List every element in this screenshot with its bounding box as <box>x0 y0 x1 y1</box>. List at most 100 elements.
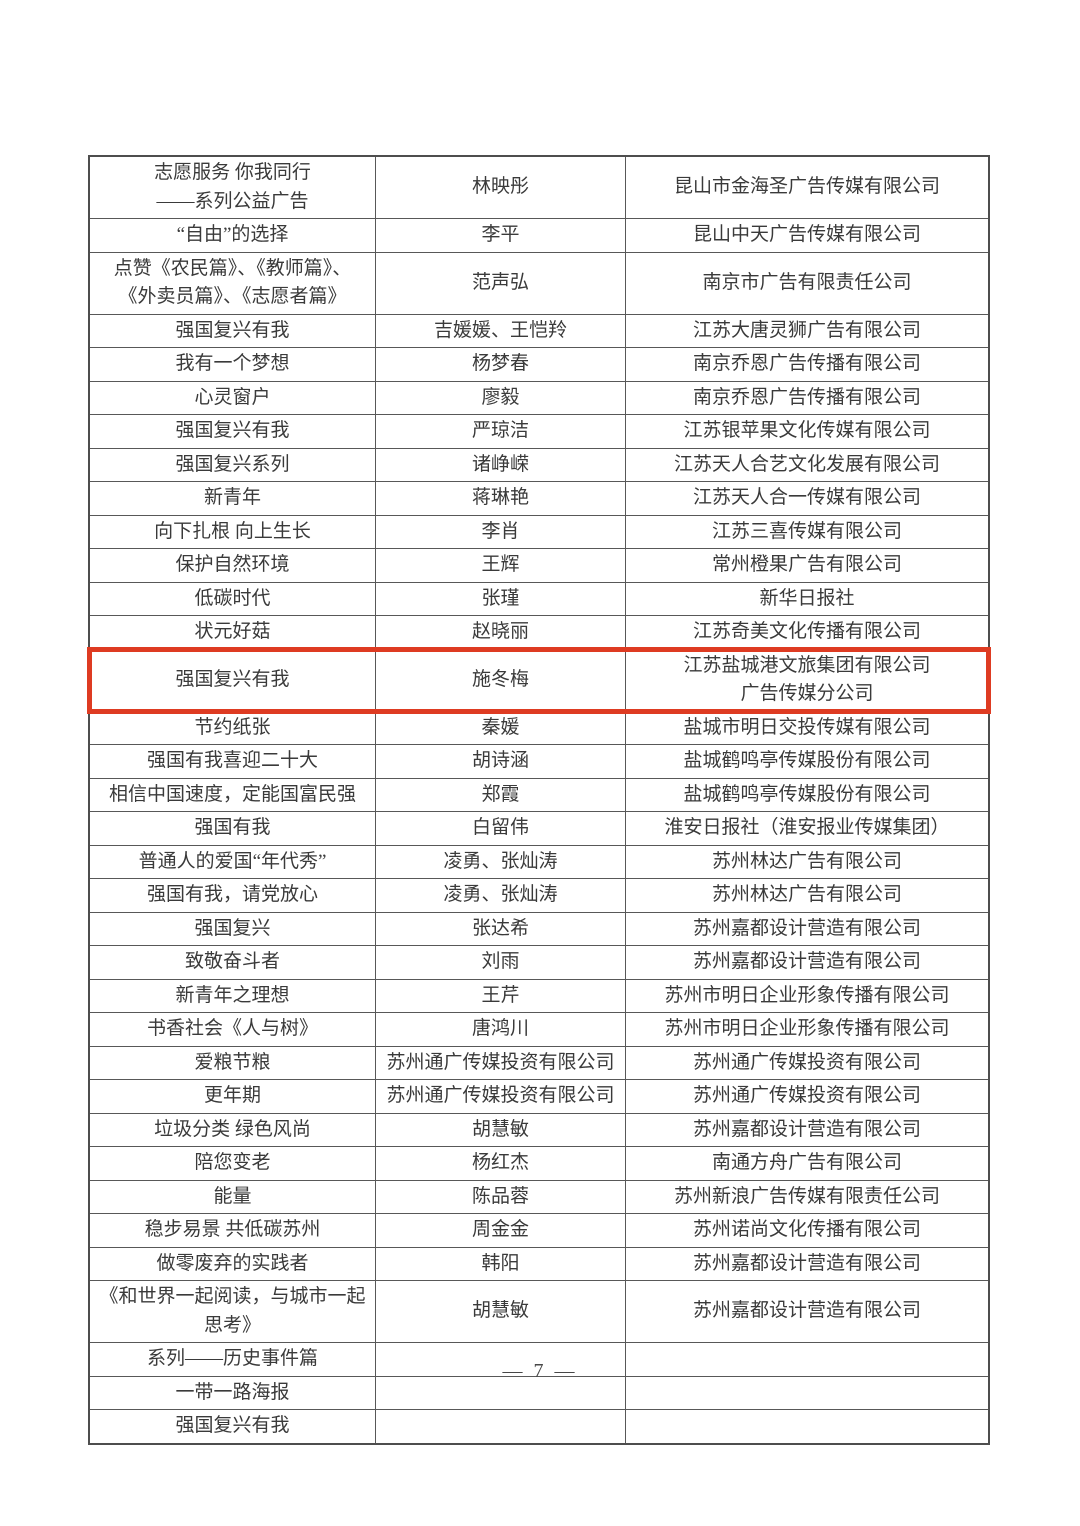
company-cell: 南京乔恩广告传播有限公司 <box>625 381 988 414</box>
company-cell: 苏州嘉都设计营造有限公司 <box>625 1113 988 1146</box>
author-cell: 王辉 <box>375 549 625 582</box>
company-cell: 苏州林达广告有限公司 <box>625 845 988 878</box>
work-title-cell: 保护自然环境 <box>175 554 290 575</box>
work-title-cell: 强国有我 <box>194 817 271 838</box>
table-row: 状元好菇 赵晓丽 江苏奇美文化传播有限公司 <box>90 615 988 649</box>
company-cell: 南京市广告有限责任公司 <box>625 252 988 314</box>
company-cell: 苏州嘉都设计营造有限公司 <box>625 1281 988 1342</box>
table-row: 书香社会《人与树》 唐鸿川 苏州市明日企业形象传播有限公司 <box>90 1012 988 1046</box>
author-cell: 张瑾 <box>375 582 625 615</box>
work-title-cell: 做零废弃的实践者 <box>156 1252 309 1274</box>
author-cell: 郑霞 <box>375 778 625 811</box>
work-title-cell: 强国复兴有我 <box>175 420 290 441</box>
company-cell: 新华日报社 <box>625 582 988 615</box>
company-cell: 江苏盐城港文旅集团有限公司 广告传媒分公司 <box>625 649 988 711</box>
company-cell: 盐城鹤鸣亭传媒股份有限公司 <box>625 778 988 811</box>
author-cell: 白留伟 <box>375 812 625 845</box>
author-cell: 凌勇、张灿涛 <box>375 879 625 912</box>
table-row: 低碳时代 张瑾 新华日报社 <box>90 581 988 615</box>
work-title-cell: 我有一个梦想 <box>175 353 290 374</box>
table-row: 一带一路海报 <box>90 1375 988 1409</box>
table-row: 垃圾分类 绿色风尚 胡慧敏 苏州嘉都设计营造有限公司 <box>90 1112 988 1146</box>
company-cell: 苏州市明日企业形象传播有限公司 <box>625 979 988 1012</box>
table-row: 我有一个梦想 杨梦春 南京乔恩广告传播有限公司 <box>90 347 988 381</box>
author-cell: 张达希 <box>375 912 625 945</box>
work-title-cell: 强国复兴有我 <box>175 668 290 690</box>
company-cell: 苏州嘉都设计营造有限公司 <box>625 1247 988 1280</box>
table-row: 节约纸张 秦媛 盐城市明日交投传媒有限公司 <box>90 710 988 744</box>
author-cell: 刘雨 <box>375 946 625 979</box>
work-title-cell: 点赞《农民篇》、《教师篇》、 《外卖员篇》、《志愿者篇》 <box>113 257 352 308</box>
author-cell: 周金金 <box>375 1214 625 1247</box>
work-title-cell: 新青年之理想 <box>175 984 290 1006</box>
author-cell: 苏州通广传媒投资有限公司 <box>375 1046 625 1079</box>
author-cell: 杨梦春 <box>375 348 625 381</box>
company-cell: 苏州通广传媒投资有限公司 <box>625 1080 988 1113</box>
company-cell <box>625 1343 988 1376</box>
company-cell: 苏州嘉都设计营造有限公司 <box>625 912 988 945</box>
table-row: 志愿服务 你我同行 ——系列公益广告 林映彤 昆山市金海圣广告传媒有限公司 <box>90 157 988 218</box>
company-cell: 江苏三喜传媒有限公司 <box>625 515 988 548</box>
author-cell: 胡诗涵 <box>375 745 625 778</box>
work-title-cell: 强国复兴系列 <box>175 453 290 475</box>
table-row: 做零废弃的实践者 韩阳 苏州嘉都设计营造有限公司 <box>90 1246 988 1280</box>
table-row: 稳步易景 共低碳苏州 周金金 苏州诺尚文化传播有限公司 <box>90 1213 988 1247</box>
table-row: “自由”的选择 李平 昆山中天广告传媒有限公司 <box>90 218 988 252</box>
work-title-cell: “自由”的选择 <box>176 224 289 245</box>
company-cell: 昆山市金海圣广告传媒有限公司 <box>625 157 988 218</box>
company-cell: 南京乔恩广告传播有限公司 <box>625 348 988 381</box>
work-title-cell: 节约纸张 <box>194 716 271 738</box>
work-title-cell: 系列——历史事件篇 <box>146 1348 318 1369</box>
work-title-cell: 书香社会《人与树》 <box>146 1018 318 1039</box>
author-cell: 胡慧敏 <box>375 1281 625 1342</box>
company-cell: 苏州林达广告有限公司 <box>625 879 988 912</box>
table-row: 强国复兴有我 施冬梅 江苏盐城港文旅集团有限公司 广告传媒分公司 <box>87 646 991 714</box>
table-row: 能量 陈品蓉 苏州新浪广告传媒有限责任公司 <box>90 1179 988 1213</box>
company-cell: 昆山中天广告传媒有限公司 <box>625 219 988 252</box>
author-cell: 王芹 <box>375 979 625 1012</box>
company-cell: 江苏奇美文化传播有限公司 <box>625 616 988 649</box>
author-cell: 施冬梅 <box>375 649 625 711</box>
work-title-cell: 新青年 <box>203 487 261 508</box>
author-cell: 陈品蓉 <box>375 1180 625 1213</box>
work-title-cell: 强国有我，请党放心 <box>146 884 318 905</box>
author-cell: 秦媛 <box>375 711 625 744</box>
work-title-cell: 低碳时代 <box>194 587 271 609</box>
company-cell: 苏州嘉都设计营造有限公司 <box>625 946 988 979</box>
company-cell: 淮安日报社（淮安报业传媒集团） <box>625 812 988 845</box>
page-number: — 7 — <box>502 1360 578 1382</box>
work-title-cell: 普通人的爱国“年代秀” <box>138 850 327 872</box>
table-row: 相信中国速度，定能国富民强 郑霞 盐城鹤鸣亭传媒股份有限公司 <box>90 777 988 811</box>
work-title-cell: 致敬奋斗者 <box>184 951 280 972</box>
author-cell <box>375 1376 625 1409</box>
table-row: 《和世界一起阅读，与城市一起 思考》 胡慧敏 苏州嘉都设计营造有限公司 <box>90 1280 988 1342</box>
author-cell: 赵晓丽 <box>375 616 625 649</box>
work-title-cell: 陪您变老 <box>194 1152 271 1173</box>
author-cell: 吉媛媛、王恺羚 <box>375 314 625 347</box>
company-cell: 江苏大唐灵狮广告有限公司 <box>625 314 988 347</box>
author-cell: 诸峥嵘 <box>375 448 625 481</box>
work-title-cell: 能量 <box>213 1185 252 1207</box>
company-cell: 盐城鹤鸣亭传媒股份有限公司 <box>625 745 988 778</box>
company-cell: 江苏天人合艺文化发展有限公司 <box>625 448 988 481</box>
table-row: 心灵窗户 廖毅 南京乔恩广告传播有限公司 <box>90 380 988 414</box>
work-title-cell: 垃圾分类 绿色风尚 <box>154 1118 311 1140</box>
table-row: 强国复兴有我 严琼洁 江苏银苹果文化传媒有限公司 <box>90 414 988 448</box>
table-row: 爱粮节粮 苏州通广传媒投资有限公司 苏州通广传媒投资有限公司 <box>90 1045 988 1079</box>
table-row: 强国复兴 张达希 苏州嘉都设计营造有限公司 <box>90 911 988 945</box>
table-row: 强国有我，请党放心 凌勇、张灿涛 苏州林达广告有限公司 <box>90 878 988 912</box>
author-cell: 杨红杰 <box>375 1147 625 1180</box>
table-row: 强国复兴有我 吉媛媛、王恺羚 江苏大唐灵狮广告有限公司 <box>90 313 988 347</box>
work-title-cell: 强国复兴有我 <box>175 1415 290 1436</box>
company-cell: 常州橙果广告有限公司 <box>625 549 988 582</box>
author-cell: 李肖 <box>375 515 625 548</box>
company-cell: 江苏银苹果文化传媒有限公司 <box>625 415 988 448</box>
work-title-cell: 稳步易景 共低碳苏州 <box>144 1219 321 1240</box>
work-title-cell: 一带一路海报 <box>175 1381 290 1403</box>
company-cell: 江苏天人合一传媒有限公司 <box>625 482 988 515</box>
author-cell: 蒋琳艳 <box>375 482 625 515</box>
table-row: 向下扎根 向上生长 李肖 江苏三喜传媒有限公司 <box>90 514 988 548</box>
author-cell: 李平 <box>375 219 625 252</box>
table-row: 强国复兴有我 <box>90 1409 988 1443</box>
table-row: 强国复兴系列 诸峥嵘 江苏天人合艺文化发展有限公司 <box>90 447 988 481</box>
